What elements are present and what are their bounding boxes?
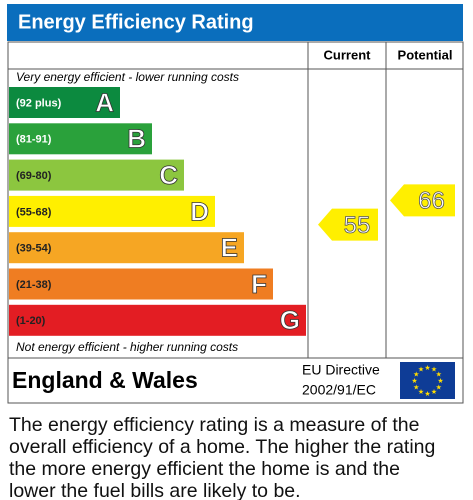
band-letter: F xyxy=(251,269,267,299)
rating-arrow xyxy=(390,184,455,217)
flag-star: ★ xyxy=(424,390,430,398)
flag-star: ★ xyxy=(413,370,419,378)
band-range: (39-54) xyxy=(16,243,52,255)
band-letter: E xyxy=(221,233,238,263)
eu-flag: ★★★★★★★★★ ★ ★★ xyxy=(400,362,455,399)
band xyxy=(9,87,120,118)
band-range: (69-80) xyxy=(16,170,52,182)
rating-arrow xyxy=(318,208,378,241)
band-range: (55-68) xyxy=(16,206,52,218)
bottom-note: Not energy efficient - higher running co… xyxy=(16,340,238,354)
flag-star: ★ xyxy=(413,383,419,391)
flag-star: ★ xyxy=(436,383,442,391)
directive: EU Directive xyxy=(302,362,380,378)
top-note: Very energy efficient - lower running co… xyxy=(16,70,239,84)
description-line: overall efficiency of a home. The higher… xyxy=(9,436,435,458)
flag-star: ★ xyxy=(436,370,442,378)
rating-value: 66 xyxy=(418,188,445,215)
flag-star: ★ xyxy=(431,388,437,396)
flag-star: ★ xyxy=(418,366,424,374)
band-letter: C xyxy=(159,160,178,190)
flag-star: ★ xyxy=(411,377,417,385)
band-letter: G xyxy=(280,305,300,335)
band-letter: A xyxy=(95,87,114,117)
directive: 2002/91/EC xyxy=(302,382,376,398)
description: The energy efficiency rating is a measur… xyxy=(9,414,435,500)
region: England & Wales xyxy=(12,367,198,393)
description-line: the more energy efficient the home is an… xyxy=(9,458,400,480)
flag-star: ★ xyxy=(418,388,424,396)
band xyxy=(9,232,244,264)
column-header: Current xyxy=(324,47,372,62)
band-letter: B xyxy=(127,124,146,154)
band-range: (92 plus) xyxy=(16,97,62,109)
flag-star: ★ xyxy=(431,366,437,374)
description-line: The energy efficiency rating is a measur… xyxy=(9,414,419,436)
flag-field xyxy=(400,362,455,399)
band xyxy=(9,123,152,155)
band xyxy=(9,268,273,300)
rating-value: 55 xyxy=(344,212,371,239)
band xyxy=(9,195,215,227)
chart-title: Energy Efficiency Rating xyxy=(18,11,254,33)
band xyxy=(9,304,306,336)
band-range: (81-91) xyxy=(16,134,52,146)
frame xyxy=(7,41,464,404)
title-bar xyxy=(7,4,463,41)
band-letter: D xyxy=(190,196,209,226)
band-range: (1-20) xyxy=(16,315,46,327)
flag-star: ★ xyxy=(424,364,430,372)
band-range: (21-38) xyxy=(16,279,52,291)
description-line: lower the fuel bills are likely to be. xyxy=(9,480,301,500)
band xyxy=(9,159,184,191)
column-header: Potential xyxy=(398,47,453,62)
flag-star: ★ xyxy=(437,377,443,385)
